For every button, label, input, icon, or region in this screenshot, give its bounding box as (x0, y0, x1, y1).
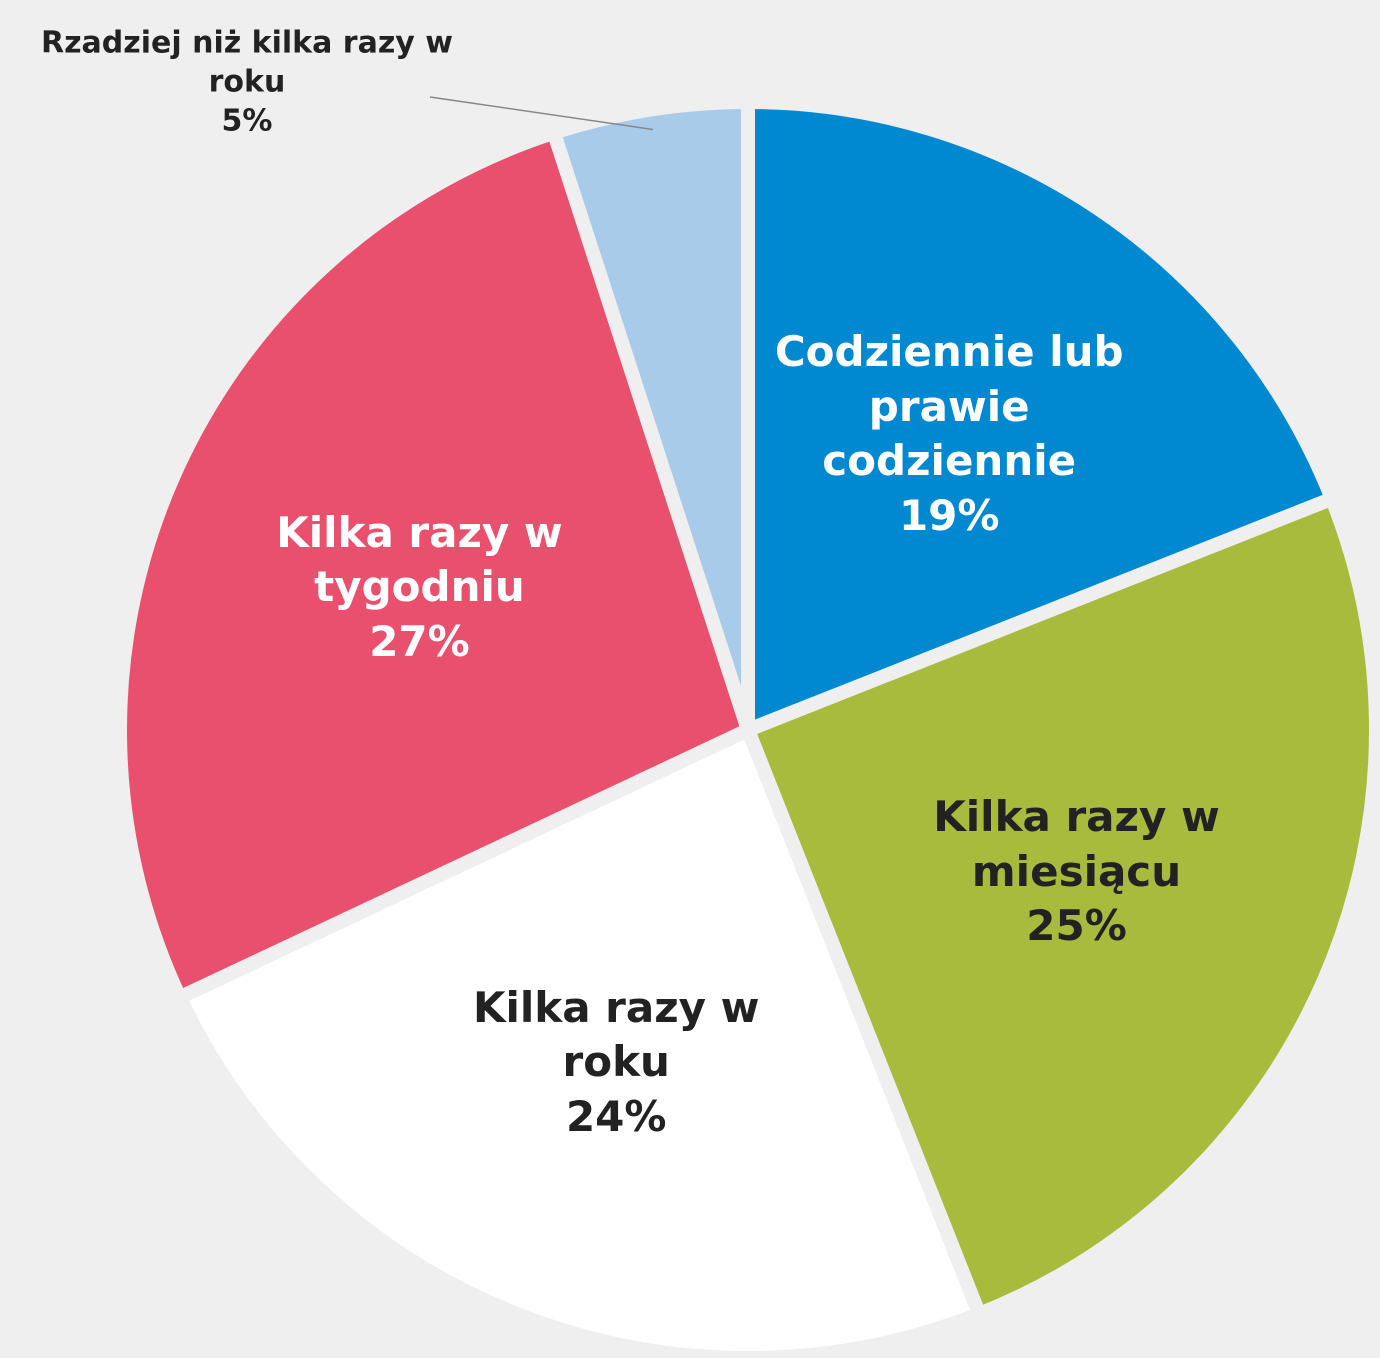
slice-label: Codziennie lub prawie codziennie 19% (759, 325, 1139, 543)
category-label: Codziennie lub prawie codziennie (774, 326, 1124, 485)
value-label: 19% (898, 490, 1000, 540)
category-label: Kilka razy w tygodniu (276, 507, 563, 612)
pie-slice (741, 94, 1341, 741)
slice-label: Kilka razy w tygodniu 27% (229, 506, 609, 670)
category-label: Kilka razy w roku (472, 982, 760, 1087)
slice-label: Kilka razy w roku 24% (426, 981, 806, 1145)
pie-slice (545, 94, 755, 733)
value-label: 24% (565, 1092, 667, 1142)
pie-slice (170, 720, 989, 1358)
value-label: 27% (369, 617, 470, 667)
value-label: 5% (221, 103, 273, 139)
value-label: 25% (1026, 901, 1127, 951)
slice-label: Kilka razy w miesiącu 25% (887, 790, 1267, 954)
category-label: Kilka razy w miesiącu (933, 792, 1220, 896)
pie-slice (113, 123, 757, 1007)
leader-line (429, 96, 653, 131)
category-label: Rzadziej niż kilka razy w roku (40, 25, 454, 100)
slice-label: Rzadziej niż kilka razy w roku 5% (12, 24, 482, 141)
